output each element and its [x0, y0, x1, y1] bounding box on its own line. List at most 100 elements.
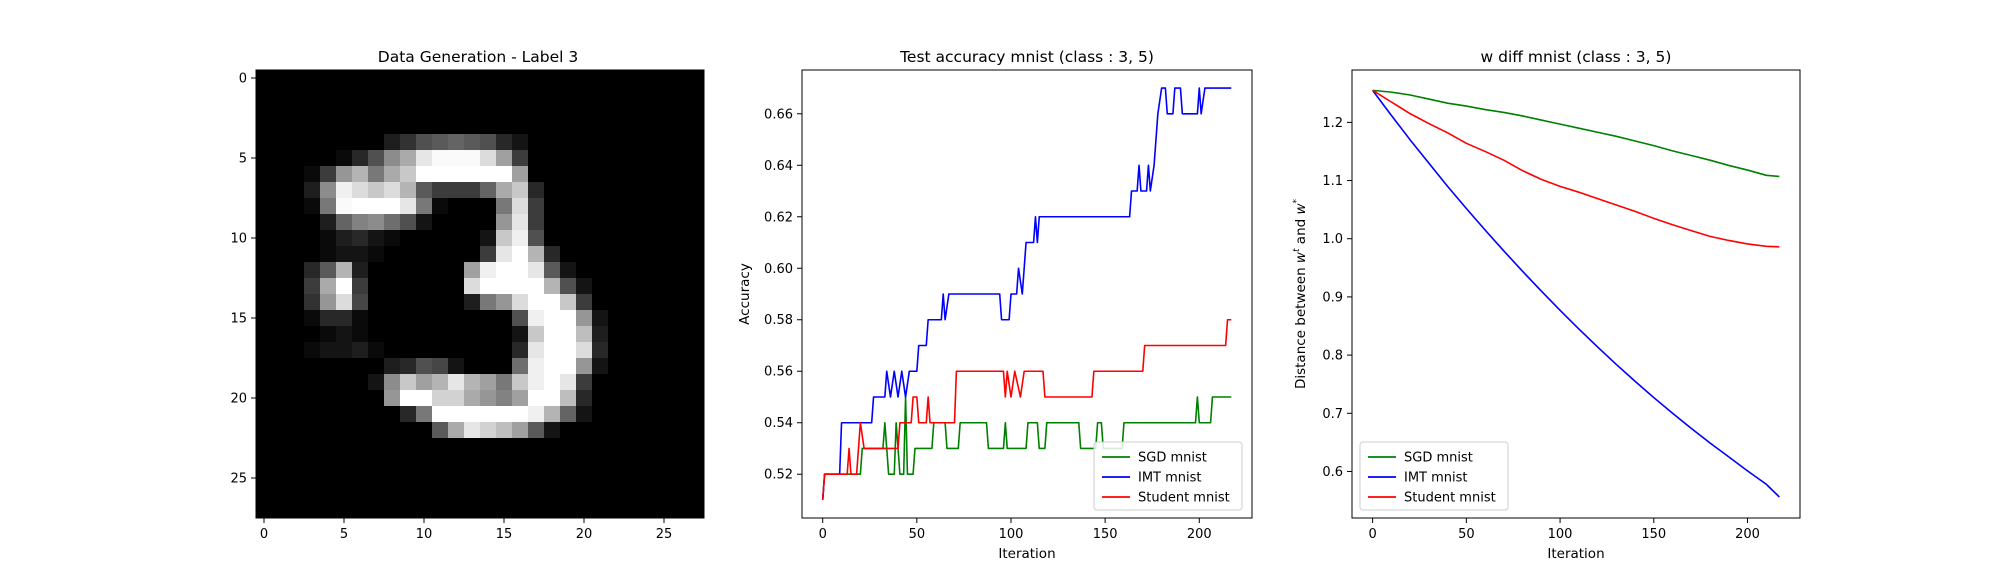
image-pixel: [608, 230, 625, 247]
image-pixel: [672, 358, 689, 375]
image-pixel: [288, 262, 305, 279]
image-pixel: [624, 454, 641, 471]
image-pixel: [336, 342, 353, 359]
image-pixel: [400, 150, 417, 167]
image-pixel: [480, 198, 497, 215]
image-pixel: [592, 262, 609, 279]
image-pixel: [368, 374, 385, 391]
image-pixel: [416, 438, 433, 455]
image-pixel: [272, 326, 289, 343]
image-pixel: [256, 70, 273, 87]
wdiff-frame: [1351, 69, 1801, 519]
image-pixel: [288, 486, 305, 503]
accuracy-frame: [801, 69, 1253, 519]
image-pixel: [272, 342, 289, 359]
image-pixel: [384, 438, 401, 455]
image-pixel: [592, 390, 609, 407]
image-pixel: [528, 262, 545, 279]
image-pixel: [496, 198, 513, 215]
image-pixel: [448, 310, 465, 327]
image-pixel: [400, 342, 417, 359]
image-pixel: [368, 438, 385, 455]
image-pixel: [576, 262, 593, 279]
image-pixel: [640, 454, 657, 471]
image-pixel: [304, 294, 321, 311]
image-pixel: [448, 438, 465, 455]
image-pixel: [304, 246, 321, 263]
image-pixel: [496, 166, 513, 183]
image-pixel: [672, 294, 689, 311]
image-pixel: [656, 310, 673, 327]
image-pixel: [496, 246, 513, 263]
image-pixel: [336, 454, 353, 471]
image-pixel: [416, 310, 433, 327]
image-pixel: [672, 214, 689, 231]
image-pixel: [656, 150, 673, 167]
image-pixel: [272, 390, 289, 407]
image-pixel: [288, 310, 305, 327]
image-pixel: [336, 310, 353, 327]
image-pixel: [416, 326, 433, 343]
image-pixel: [384, 454, 401, 471]
image-pixel: [352, 278, 369, 295]
image-pixel: [512, 182, 529, 199]
image-pixel: [656, 86, 673, 103]
image-pixel: [560, 134, 577, 151]
image-pixel: [544, 486, 561, 503]
image-pixel: [688, 182, 705, 199]
image-pixel: [624, 406, 641, 423]
accuracy-y-tick-label: 0.62: [764, 210, 793, 225]
image-pixel: [688, 390, 705, 407]
image-pixel: [544, 406, 561, 423]
image-pixel: [480, 70, 497, 87]
image-pixel: [304, 118, 321, 135]
image-pixel: [432, 422, 449, 439]
wdiff-legend: SGD mnist IMT mnist Student mnist: [1359, 441, 1509, 511]
image-pixel: [560, 118, 577, 135]
image-pixel: [688, 150, 705, 167]
image-pixel: [288, 198, 305, 215]
image-pixel: [256, 214, 273, 231]
y-tick-label: 10: [230, 232, 247, 247]
image-pixel: [512, 422, 529, 439]
image-pixel: [560, 262, 577, 279]
image-pixel: [544, 294, 561, 311]
image-pixel: [640, 86, 657, 103]
image-pixel: [464, 486, 481, 503]
image-pixel: [672, 390, 689, 407]
image-pixel: [304, 150, 321, 167]
image-frame: [255, 69, 705, 519]
image-pixel: [496, 278, 513, 295]
image-pixel: [272, 118, 289, 135]
image-pixel: [592, 166, 609, 183]
image-pixel: [624, 358, 641, 375]
image-pixel: [256, 406, 273, 423]
image-pixel: [544, 214, 561, 231]
image-pixel: [560, 326, 577, 343]
image-pixel: [608, 246, 625, 263]
image-pixel: [640, 438, 657, 455]
image-pixel: [432, 246, 449, 263]
image-pixel: [576, 134, 593, 151]
image-pixel: [368, 358, 385, 375]
image-pixel: [640, 390, 657, 407]
wdiff-x-tick-label: 150: [1641, 527, 1666, 542]
image-pixel: [576, 118, 593, 135]
image-pixel: [688, 310, 705, 327]
image-pixel: [304, 182, 321, 199]
image-pixel: [624, 214, 641, 231]
image-pixel: [544, 86, 561, 103]
image-pixel: [448, 502, 465, 519]
image-pixel: [272, 470, 289, 487]
image-pixel: [384, 390, 401, 407]
image-pixel: [528, 454, 545, 471]
image-pixel: [608, 70, 625, 87]
image-pixel: [608, 214, 625, 231]
image-pixel: [368, 230, 385, 247]
image-pixel: [496, 182, 513, 199]
accuracy-x-tick-label: 150: [1093, 527, 1118, 542]
image-pixel: [256, 390, 273, 407]
image-pixel: [688, 454, 705, 471]
image-pixel: [416, 166, 433, 183]
